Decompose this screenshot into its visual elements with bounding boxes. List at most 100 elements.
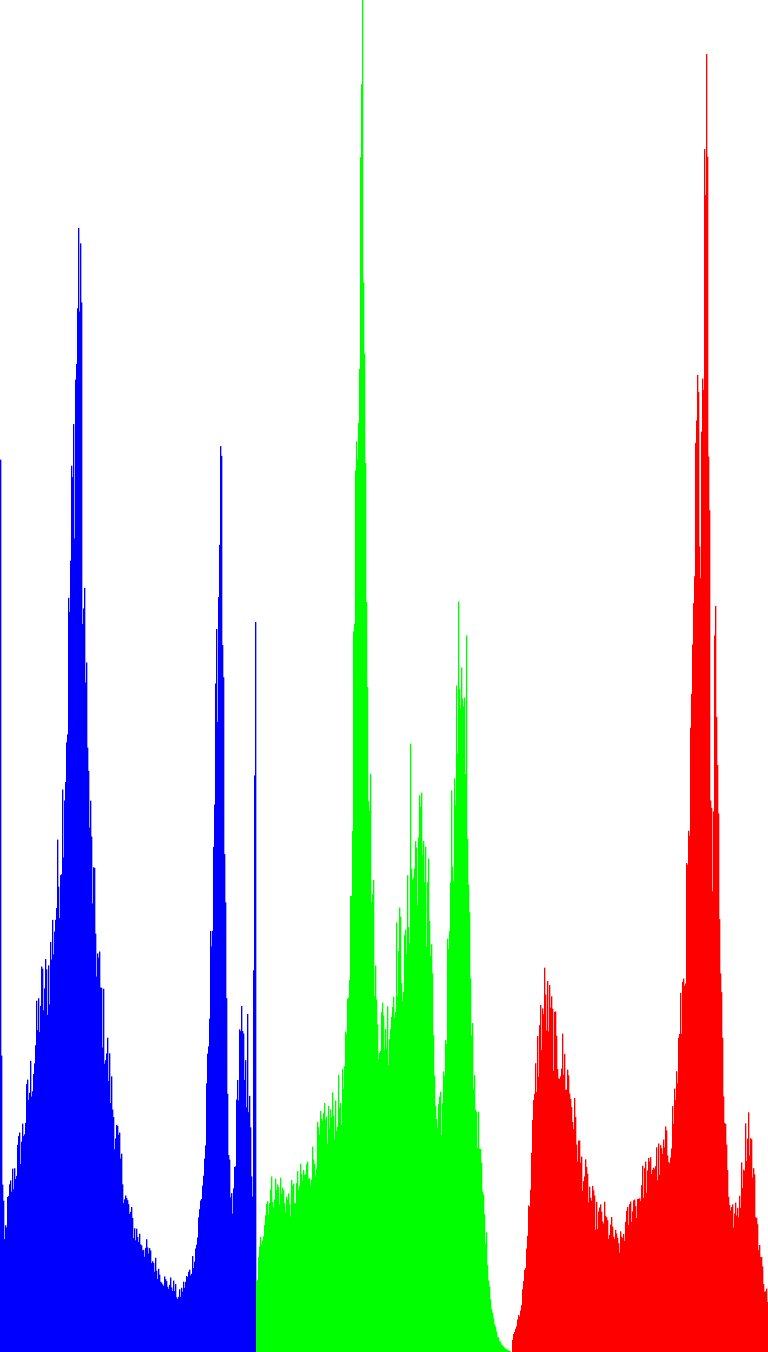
histogram-bar <box>487 1265 489 1352</box>
histogram-bar <box>716 716 718 1352</box>
histogram-bar <box>94 867 96 1352</box>
histogram-bar <box>30 1060 32 1352</box>
histogram-bar <box>185 1281 187 1352</box>
histogram-bar <box>148 1253 150 1352</box>
histogram-bar <box>448 949 450 1352</box>
histogram-bar <box>523 1281 525 1352</box>
histogram-bar <box>179 1289 181 1352</box>
histogram-bar <box>43 1010 45 1352</box>
histogram-bar <box>682 981 684 1352</box>
histogram-bar <box>525 1268 527 1352</box>
histogram-bar <box>78 227 80 1352</box>
histogram-bar <box>299 1185 301 1352</box>
histogram-bar <box>456 685 458 1352</box>
histogram-bar <box>744 1170 746 1352</box>
histogram-bar <box>705 195 707 1352</box>
histogram-bar <box>371 902 373 1352</box>
histogram-bar <box>384 1049 386 1352</box>
histogram-bar <box>8 1195 10 1352</box>
histogram-bar <box>32 1091 34 1352</box>
histogram-bar <box>53 954 55 1352</box>
histogram-bar <box>232 1213 234 1352</box>
histogram-bar <box>595 1229 597 1352</box>
histogram-bar <box>29 1092 31 1352</box>
histogram-bar <box>56 907 58 1352</box>
histogram-bar <box>202 1185 204 1352</box>
histogram-bar <box>517 1319 519 1352</box>
histogram-bar <box>735 1202 737 1352</box>
histogram-bar <box>241 1006 243 1352</box>
histogram-bar <box>207 1053 209 1352</box>
histogram-bar <box>680 992 682 1352</box>
histogram-bar <box>107 1037 109 1352</box>
histogram-bar <box>316 1168 318 1352</box>
histogram-bar <box>86 662 88 1352</box>
histogram-bar <box>720 973 722 1352</box>
histogram-bar <box>484 1214 486 1352</box>
histogram-bar <box>524 1269 526 1352</box>
histogram-bar <box>465 773 467 1352</box>
histogram-bar <box>201 1199 203 1352</box>
histogram-bar <box>543 1014 545 1352</box>
histogram-bar <box>101 987 103 1352</box>
histogram-bar <box>764 1291 766 1352</box>
histogram-bar <box>195 1248 197 1352</box>
histogram-bar <box>358 422 360 1352</box>
histogram-bar <box>262 1240 264 1352</box>
histogram-bar <box>386 1048 388 1352</box>
histogram-bar <box>205 1145 207 1352</box>
histogram-bar <box>208 1046 210 1352</box>
histogram-bar <box>677 1083 679 1352</box>
histogram-bar <box>71 465 73 1352</box>
histogram-bar <box>621 1236 623 1352</box>
histogram-bar <box>63 857 65 1352</box>
histogram-bar <box>737 1207 739 1352</box>
histogram-bar <box>710 800 712 1352</box>
histogram-bar <box>459 689 461 1352</box>
histogram-bar <box>300 1163 302 1352</box>
histogram-bar <box>711 807 713 1352</box>
histogram-bar <box>143 1249 145 1352</box>
histogram-bar <box>332 1092 334 1352</box>
histogram-bar <box>147 1247 149 1352</box>
histogram-bar <box>25 1122 27 1352</box>
histogram-bar <box>754 1174 756 1352</box>
histogram-bar <box>481 1162 483 1352</box>
histogram-bar <box>563 1074 565 1352</box>
histogram-bar <box>460 708 462 1352</box>
histogram-bar <box>170 1277 172 1352</box>
histogram-bar <box>102 1047 104 1352</box>
histogram-bar <box>356 441 358 1352</box>
histogram-bar <box>116 1124 118 1352</box>
histogram-bar <box>163 1285 165 1352</box>
histogram-bar <box>603 1223 605 1352</box>
histogram-bar <box>64 800 66 1352</box>
histogram-bar <box>605 1215 607 1352</box>
histogram-bar <box>12 1168 14 1352</box>
histogram-bar <box>245 1060 247 1352</box>
histogram-bar <box>400 916 402 1352</box>
histogram-bar <box>196 1244 198 1352</box>
histogram-bar <box>401 982 403 1352</box>
histogram-bar <box>49 1004 51 1352</box>
histogram-bar <box>321 1118 323 1352</box>
histogram-bar <box>269 1203 271 1352</box>
histogram-bar <box>414 868 416 1352</box>
histogram-bar <box>409 943 411 1352</box>
histogram-bar <box>125 1195 127 1352</box>
histogram-bar <box>3 1200 5 1352</box>
histogram-bar <box>338 1074 340 1352</box>
histogram-bar <box>19 1132 21 1352</box>
histogram-bar <box>591 1200 593 1352</box>
histogram-bar <box>399 907 401 1352</box>
histogram-bar <box>424 882 426 1352</box>
histogram-bar <box>441 1134 443 1352</box>
histogram-bar <box>110 1103 112 1352</box>
histogram-bar <box>619 1252 621 1352</box>
histogram-bar <box>88 770 90 1352</box>
histogram-bar <box>273 1207 275 1352</box>
histogram-bar <box>457 753 459 1352</box>
histogram-bar <box>263 1236 265 1352</box>
histogram-bar <box>451 790 453 1352</box>
